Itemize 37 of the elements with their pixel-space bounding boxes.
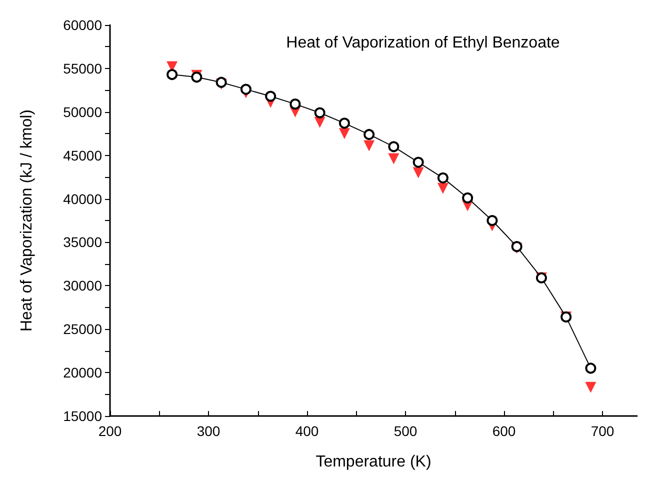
point [338, 128, 350, 140]
y-tick-label: 60000 [63, 17, 102, 33]
text: Heat of Vaporization of Ethyl Benzoate [286, 34, 560, 52]
point [388, 141, 400, 152]
y-tick-label: 55000 [63, 60, 102, 76]
point [265, 90, 276, 102]
x-tick-label: 300 [196, 423, 220, 439]
point [388, 153, 400, 164]
y-tick-label: 35000 [63, 234, 102, 250]
x-tick-label: 500 [394, 423, 418, 439]
x-axis-title: Temperature (K) [316, 454, 432, 470]
point [338, 118, 350, 129]
y-tick-label: 15000 [63, 408, 102, 424]
point [364, 128, 375, 140]
point [486, 215, 498, 226]
point [437, 182, 448, 194]
point [585, 382, 596, 393]
x-tick-label: 600 [492, 423, 516, 439]
y-tick-label: 50000 [63, 104, 102, 120]
point [364, 140, 375, 152]
point [412, 167, 424, 178]
y-tick-label: 25000 [63, 321, 102, 338]
y-tick-label: 20000 [63, 364, 102, 381]
point [314, 107, 326, 118]
y-tick-label: 45000 [63, 147, 102, 164]
point [412, 156, 424, 168]
y-axis-title: Heat of Vaporization (kJ / kmol) [18, 109, 36, 332]
point [585, 362, 596, 374]
point [290, 98, 301, 110]
point [437, 172, 448, 184]
point [166, 69, 178, 80]
x-tick-label: 400 [295, 423, 319, 439]
x-tick-label: 700 [590, 423, 614, 439]
point [462, 192, 474, 204]
y-tick-label: 30000 [63, 278, 102, 294]
x-tick-label: 200 [98, 423, 122, 439]
y-tick-label: 40000 [63, 190, 102, 207]
